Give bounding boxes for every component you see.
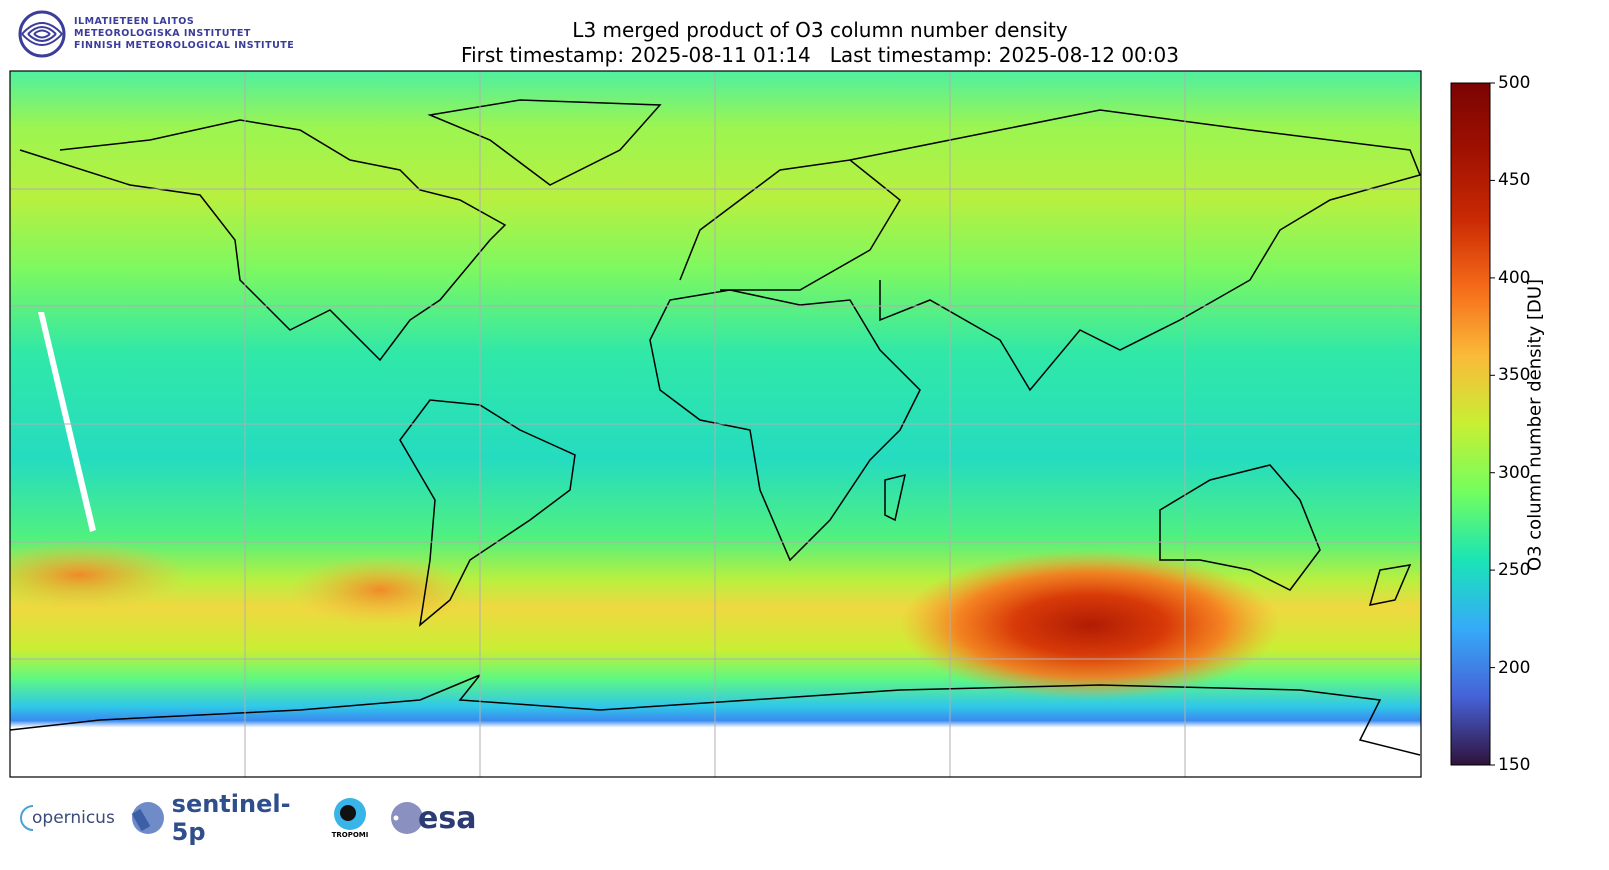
colorbar-tick-label: 500 <box>1498 73 1531 93</box>
plot-title: L3 merged product of O3 column number de… <box>572 18 1068 42</box>
esa-logo: esa <box>390 801 476 836</box>
copernicus-logo: opernicus <box>20 803 125 833</box>
colorbar-tick-label: 300 <box>1498 463 1531 483</box>
colorbar-tick-label: 250 <box>1498 560 1531 580</box>
map-frame <box>9 70 1422 778</box>
gridlines <box>10 71 1421 777</box>
footer-logos: opernicus sentinel-5p TROPOMI esa <box>20 790 476 846</box>
tropomi-eye-icon <box>334 798 366 830</box>
sentinel-logo: sentinel-5p <box>130 790 315 846</box>
colorbar-tick-label: 450 <box>1498 170 1531 190</box>
esa-globe-icon <box>391 802 423 834</box>
fmi-logo: ILMATIETEEN LAITOS METEOROLOGISKA INSTIT… <box>18 10 294 58</box>
fmi-line-1: ILMATIETEEN LAITOS <box>74 16 195 27</box>
fmi-emblem-icon <box>18 10 66 58</box>
colorbar <box>1450 82 1491 766</box>
colorbar-tick-label: 150 <box>1498 755 1531 775</box>
copernicus-c-icon <box>20 805 34 831</box>
fmi-line-3: FINNISH METEOROLOGICAL INSTITUTE <box>74 40 295 51</box>
fmi-line-2: METEOROLOGISKA INSTITUTET <box>74 28 251 39</box>
colorbar-tick-label: 350 <box>1498 365 1531 385</box>
coastlines <box>10 99 1421 756</box>
ozone-field <box>10 71 1421 777</box>
ozone-maximum-region <box>900 550 1280 700</box>
plot-subtitle: First timestamp: 2025-08-11 01:14 Last t… <box>461 43 1179 67</box>
colorbar-label: O3 column number density [DU] <box>1524 278 1546 572</box>
colorbar-tick-label: 200 <box>1498 658 1531 678</box>
tropomi-logo: TROPOMI <box>325 797 375 839</box>
colorbar-tick-label: 400 <box>1498 268 1531 288</box>
colorbar-ticks <box>1490 82 1495 766</box>
missing-data-swath <box>38 312 96 532</box>
satellite-icon <box>131 802 164 834</box>
